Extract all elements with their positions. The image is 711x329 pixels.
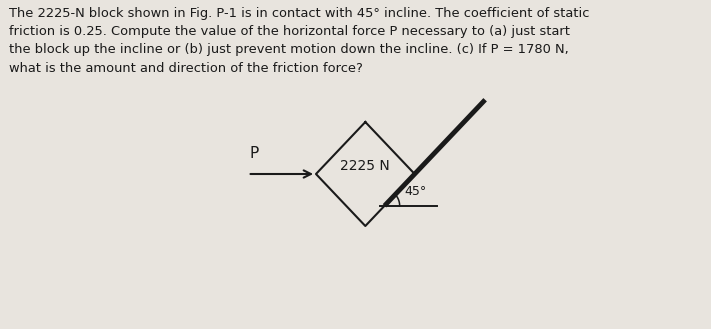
Text: 2225 N: 2225 N <box>341 159 390 173</box>
Text: P: P <box>250 146 259 161</box>
Text: The 2225-N block shown in Fig. P-1 is in contact with 45° incline. The coefficie: The 2225-N block shown in Fig. P-1 is in… <box>9 7 589 75</box>
Text: 45°: 45° <box>405 185 427 198</box>
